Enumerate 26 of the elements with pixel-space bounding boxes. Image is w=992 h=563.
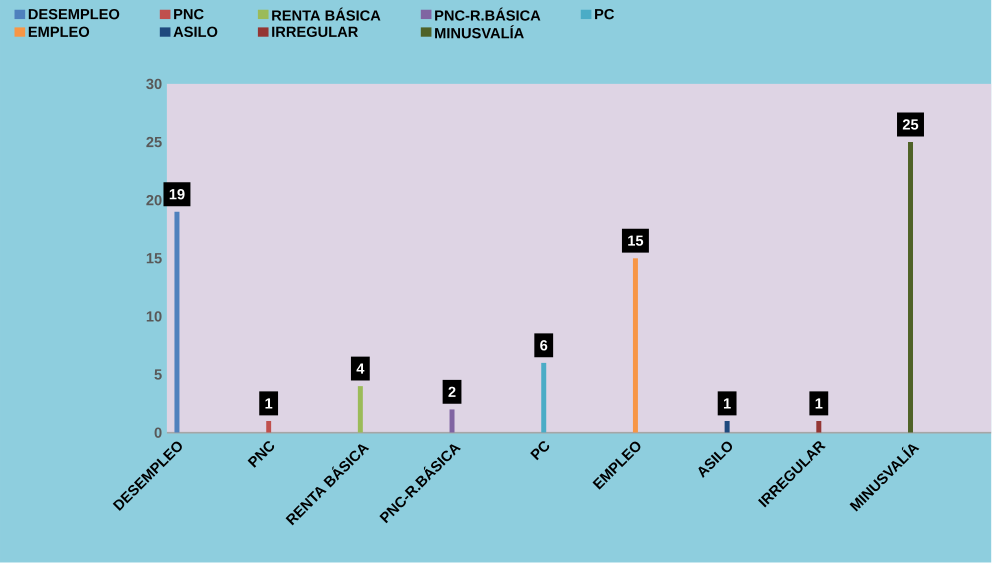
data-label: 1 (724, 398, 731, 409)
legend-label: RENTA BÁSICA (272, 8, 380, 21)
legend-label: PNC (174, 9, 204, 20)
legend-label: PC (595, 9, 614, 20)
data-label: 25 (902, 120, 918, 130)
legend-label: EMPLEO (28, 26, 90, 38)
data-label: 2 (448, 386, 456, 398)
x-tick-label: PC (530, 441, 550, 460)
data-label: 4 (356, 364, 364, 374)
data-label: 1 (816, 398, 822, 409)
y-tick-label: 0 (154, 428, 162, 438)
y-tick-label: 25 (146, 137, 162, 148)
data-label: 15 (628, 236, 644, 246)
legend-label: MINUSVALÍA (435, 25, 524, 39)
legend-label: ASILO (173, 26, 218, 38)
data-label: 1 (265, 398, 272, 409)
y-tick-label: 20 (146, 195, 162, 206)
y-tick-label: 30 (146, 78, 162, 90)
data-label: 19 (170, 189, 185, 200)
y-tick-label: 15 (146, 253, 162, 264)
data-label: 6 (540, 340, 548, 351)
y-tick-label: 10 (146, 311, 162, 322)
legend-label: PNC-R.BÁSICA (435, 8, 540, 21)
legend-label: DESEMPLEO (28, 9, 120, 20)
legend-label: IRREGULAR (272, 26, 358, 38)
y-tick-label: 5 (154, 370, 162, 380)
